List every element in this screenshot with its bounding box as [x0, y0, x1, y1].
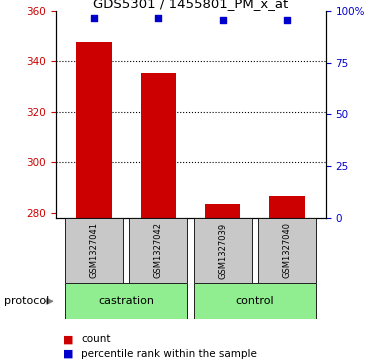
Bar	[194, 283, 316, 319]
Bar	[65, 218, 123, 283]
Bar	[65, 283, 187, 319]
Bar	[130, 218, 187, 283]
Text: GSM1327041: GSM1327041	[90, 223, 98, 278]
Bar	[194, 218, 252, 283]
Text: protocol: protocol	[4, 296, 49, 306]
Text: GSM1327039: GSM1327039	[218, 223, 227, 278]
Text: control: control	[236, 296, 274, 306]
Point	[91, 15, 97, 21]
Bar	[269, 196, 305, 218]
Bar	[76, 42, 112, 218]
Text: percentile rank within the sample: percentile rank within the sample	[81, 349, 257, 359]
Title: GDS5301 / 1455801_PM_x_at: GDS5301 / 1455801_PM_x_at	[93, 0, 288, 10]
Point	[284, 17, 290, 23]
Bar	[205, 204, 240, 218]
Bar	[258, 218, 316, 283]
Text: ■: ■	[63, 349, 73, 359]
Text: ■: ■	[63, 334, 73, 344]
Text: count: count	[81, 334, 111, 344]
Text: GSM1327040: GSM1327040	[283, 223, 292, 278]
Point	[220, 17, 226, 23]
Text: GSM1327042: GSM1327042	[154, 223, 163, 278]
Bar	[141, 73, 176, 218]
Point	[155, 15, 161, 21]
Text: castration: castration	[98, 296, 154, 306]
